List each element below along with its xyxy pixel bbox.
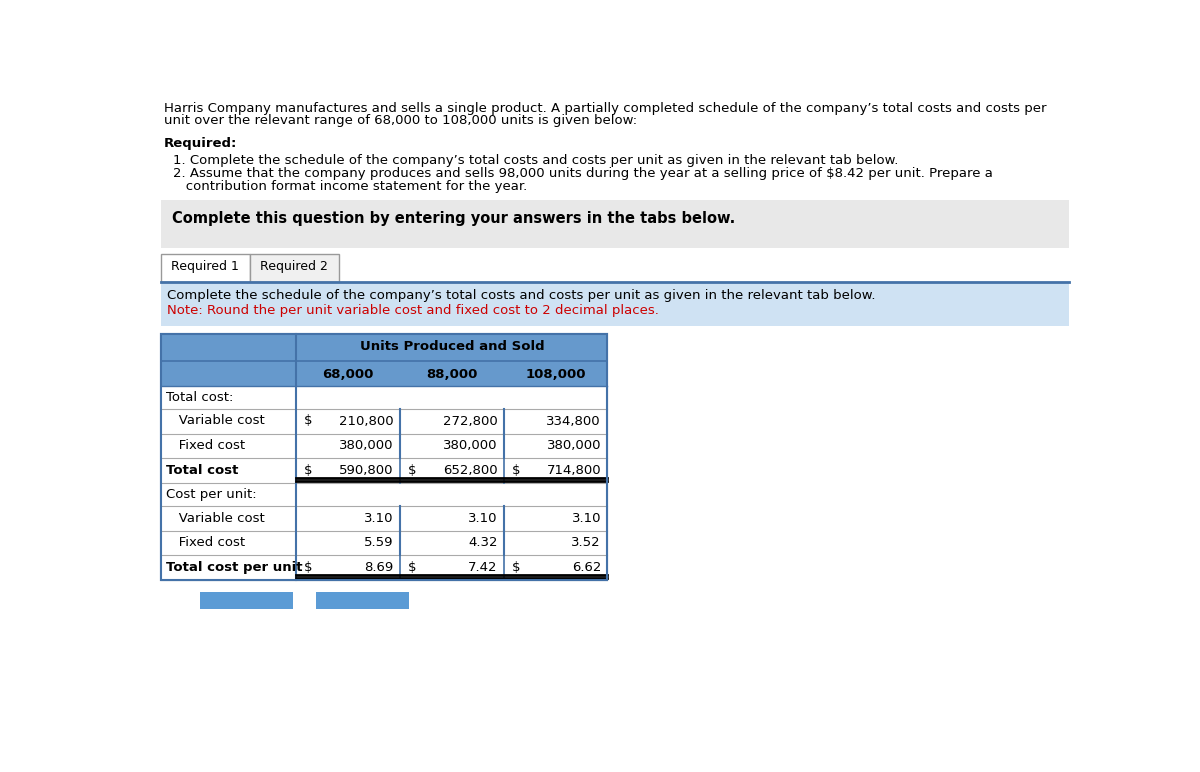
Bar	[161, 386, 607, 409]
Text: $: $	[408, 464, 416, 477]
Text: $: $	[511, 560, 520, 574]
Bar	[161, 334, 607, 580]
Text: Total cost per unit: Total cost per unit	[166, 560, 302, 574]
Text: Harris Company manufactures and sells a single product. A partially completed sc: Harris Company manufactures and sells a …	[164, 102, 1046, 115]
Text: 7.42: 7.42	[468, 560, 498, 574]
Bar	[161, 483, 607, 506]
Text: 272,800: 272,800	[443, 415, 498, 428]
Text: 3.10: 3.10	[468, 512, 498, 524]
Text: Fixed cost: Fixed cost	[166, 537, 245, 549]
Text: Note: Round the per unit variable cost and fixed cost to 2 decimal places.: Note: Round the per unit variable cost a…	[167, 304, 659, 317]
Text: Cost per unit:: Cost per unit:	[166, 489, 256, 502]
Text: 380,000: 380,000	[340, 439, 394, 452]
Text: Required:: Required:	[164, 137, 238, 151]
Bar	[250, 254, 340, 282]
Bar	[161, 201, 1069, 248]
Bar	[161, 334, 607, 361]
Text: 2. Assume that the company produces and sells 98,000 units during the year at a : 2. Assume that the company produces and …	[173, 168, 994, 181]
Text: Required 1: Required 1	[172, 260, 239, 273]
Text: $: $	[511, 464, 520, 477]
Bar	[161, 459, 607, 483]
Text: 652,800: 652,800	[443, 464, 498, 477]
Text: Complete the schedule of the company’s total costs and costs per unit as given i: Complete the schedule of the company’s t…	[167, 289, 876, 302]
Text: Total cost: Total cost	[166, 464, 238, 477]
Text: 714,800: 714,800	[546, 464, 601, 477]
Text: 4.32: 4.32	[468, 537, 498, 549]
Text: 334,800: 334,800	[546, 415, 601, 428]
Text: 6.62: 6.62	[571, 560, 601, 574]
Bar	[161, 506, 607, 531]
Text: $: $	[305, 560, 313, 574]
Text: 210,800: 210,800	[340, 415, 394, 428]
Bar	[161, 283, 1069, 326]
Text: Complete this question by entering your answers in the tabs below.: Complete this question by entering your …	[172, 212, 734, 226]
Text: contribution format income statement for the year.: contribution format income statement for…	[173, 180, 528, 193]
Text: $: $	[408, 560, 416, 574]
Text: Total cost:: Total cost:	[166, 391, 233, 405]
Text: 3.10: 3.10	[365, 512, 394, 524]
Text: Variable cost: Variable cost	[166, 415, 264, 428]
Bar	[316, 591, 409, 608]
Text: $: $	[305, 464, 313, 477]
Bar	[199, 591, 293, 608]
Bar	[161, 555, 607, 580]
Text: 380,000: 380,000	[546, 439, 601, 452]
Text: 590,800: 590,800	[340, 464, 394, 477]
Bar	[161, 409, 607, 434]
Text: Fixed cost: Fixed cost	[166, 439, 245, 452]
Text: 3.52: 3.52	[571, 537, 601, 549]
Text: 380,000: 380,000	[443, 439, 498, 452]
Bar	[161, 361, 607, 386]
Text: 3.10: 3.10	[571, 512, 601, 524]
Text: Required 2: Required 2	[260, 260, 328, 273]
Bar	[161, 531, 607, 555]
Text: 108,000: 108,000	[526, 367, 586, 381]
Bar	[161, 434, 607, 459]
Text: Variable cost: Variable cost	[166, 512, 264, 524]
Text: Units Produced and Sold: Units Produced and Sold	[360, 340, 544, 353]
Text: 68,000: 68,000	[323, 367, 374, 381]
Text: 5.59: 5.59	[365, 537, 394, 549]
Text: $: $	[305, 415, 313, 428]
Bar	[161, 254, 250, 282]
Text: 1. Complete the schedule of the company’s total costs and costs per unit as give: 1. Complete the schedule of the company’…	[173, 154, 899, 168]
Bar	[161, 334, 607, 580]
Text: 88,000: 88,000	[426, 367, 478, 381]
Text: 8.69: 8.69	[365, 560, 394, 574]
Text: unit over the relevant range of 68,000 to 108,000 units is given below:: unit over the relevant range of 68,000 t…	[164, 114, 637, 127]
